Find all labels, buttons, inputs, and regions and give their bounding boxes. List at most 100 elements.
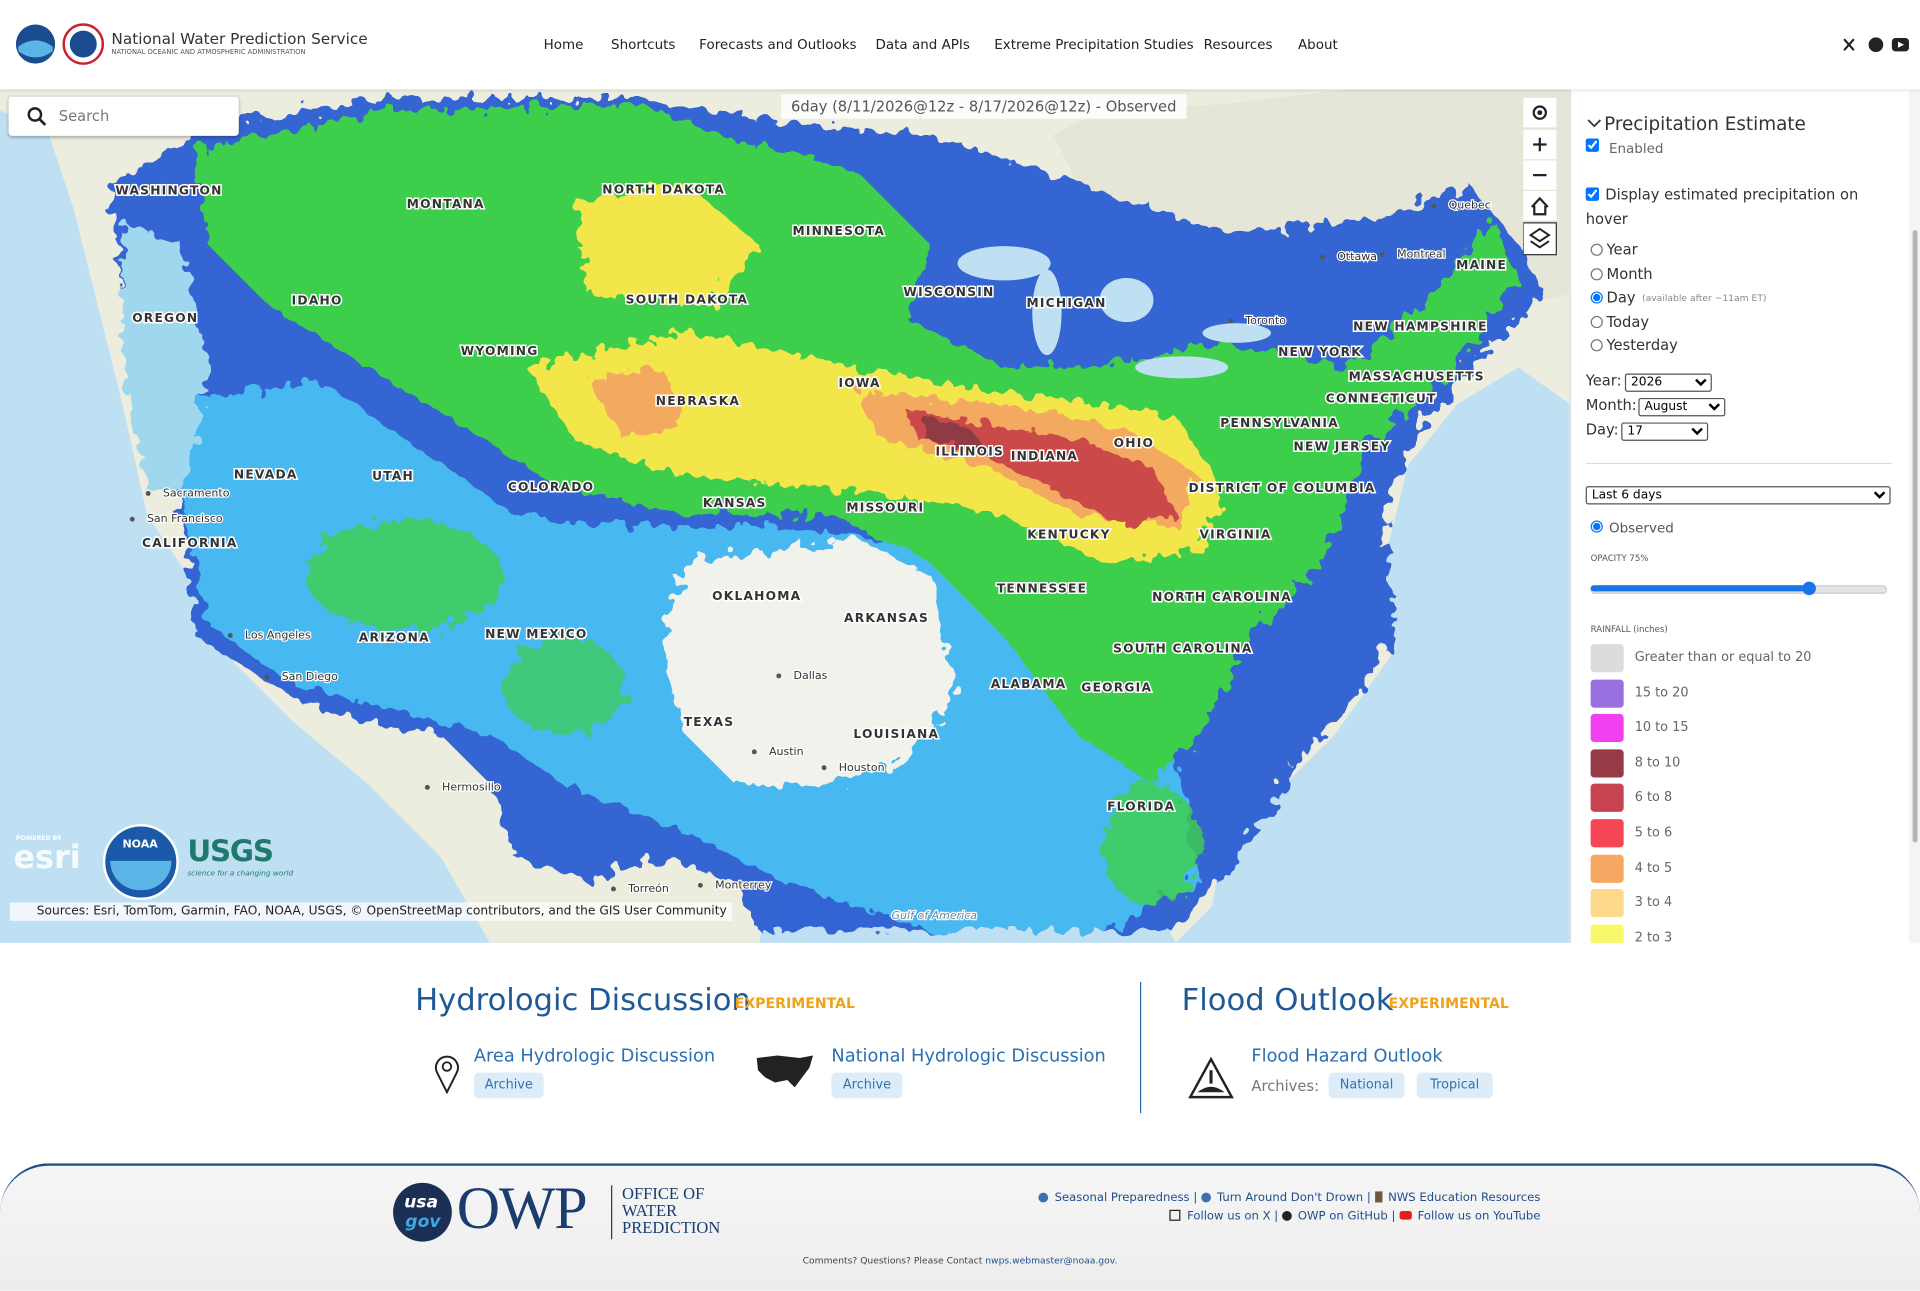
state-label: OHIO [1114,436,1155,450]
period-radio[interactable] [1590,243,1603,256]
owp-divider [611,1185,613,1240]
place-dot [1320,254,1325,260]
nav-link[interactable]: About [1297,36,1338,53]
place-dot [1228,318,1234,324]
period-label: Day [1606,289,1636,307]
archive-button[interactable]: Archive [831,1072,903,1099]
period-radio[interactable] [1590,267,1603,280]
nav-link[interactable]: Data and APIs [875,36,970,53]
legend-label: 15 to 20 [1634,685,1689,700]
state-label: PENNSYLVANIA [1220,416,1339,430]
state-label: ILLINOIS [936,444,1005,458]
nav-link[interactable]: Extreme Precipitation Studies [994,36,1194,53]
range-select[interactable]: Last 6 days [1585,486,1891,505]
place-dot [1380,252,1385,258]
state-label: UTAH [372,469,414,483]
national-button[interactable]: National [1328,1072,1405,1099]
contact-email[interactable]: nwps.webmaster@noaa.gov. [985,1255,1118,1267]
panel-title: Precipitation Estimate [1604,112,1806,135]
nws-inner [69,30,97,58]
layers-button[interactable] [1523,222,1557,256]
state-label: MINNESOTA [792,224,885,238]
place-dot [751,749,757,755]
place-dot [129,516,135,522]
place-label: Dallas [793,669,827,682]
place-label: San Diego [282,670,339,683]
place-dot [776,673,782,679]
state-label: MASSACHUSETTS [1349,370,1485,384]
legend-swatch [1590,644,1624,673]
nav-link[interactable]: Shortcuts [611,36,676,53]
state-label: KANSAS [703,496,767,510]
search-icon [27,107,47,126]
noaa-wave [18,40,53,58]
nav-link[interactable]: Home [543,36,584,53]
footer: usa gov OWP OFFICE OF WATER PREDICTION S… [0,1163,1920,1291]
place-label: Toronto [1244,314,1286,327]
place-label: Ottawa [1337,250,1377,263]
hover-checkbox[interactable] [1585,187,1600,201]
year-select[interactable]: 2026 [1624,373,1712,392]
tropical-button[interactable]: Tropical [1416,1072,1493,1099]
search-placeholder: Search [58,107,110,125]
flood-hazard-link[interactable]: Flood Hazard Outlook [1251,1046,1443,1067]
legend-swatch [1590,819,1624,848]
state-label: MAINE [1456,258,1507,272]
day-select[interactable]: 17 [1621,422,1709,441]
state-label: NORTH CAROLINA [1152,590,1292,604]
usgs-tagline: science for a changing world [187,869,294,878]
opacity-fill [1590,585,1809,592]
map-canvas: WASHINGTON MONTANA NORTH DAKOTA MINNESOTA ID… [0,89,1570,943]
state-label: WYOMING [461,344,539,358]
state-label: ALABAMA [991,677,1067,691]
contact-text: Comments? Questions? Please Contact [802,1255,983,1267]
footer-link[interactable]: Turn Around Don't Drown [1216,1191,1364,1205]
flood-tag: EXPERIMENTAL [1388,994,1509,1012]
esri-word: esri [13,840,81,877]
x-icon[interactable] [1843,38,1855,51]
legend-swatch [1590,749,1624,778]
agency-logos [15,23,105,65]
footer-link[interactable]: Follow us on YouTube [1417,1209,1541,1224]
observed-radio[interactable] [1590,520,1603,533]
month-select[interactable]: August [1638,397,1726,417]
state-label: KENTUCKY [1027,528,1110,542]
period-radio[interactable] [1590,315,1603,328]
footer-link[interactable]: OWP on GitHub [1297,1209,1388,1224]
legend-swatch [1590,924,1624,943]
link-icon [1200,1192,1211,1203]
archive-button[interactable]: Archive [473,1072,544,1099]
footer-link[interactable]: NWS Education Resources [1388,1191,1541,1205]
footer-link[interactable]: Follow us on X [1187,1209,1271,1224]
state-label: SOUTH DAKOTA [626,293,749,307]
period-radio[interactable] [1590,339,1603,352]
area-discussion-link[interactable]: Area Hydrologic Discussion [473,1046,716,1067]
national-discussion-link[interactable]: National Hydrologic Discussion [831,1046,1106,1067]
period-radio[interactable] [1590,291,1603,304]
footer-link[interactable]: Seasonal Preparedness [1054,1191,1190,1205]
map[interactable]: WASHINGTON MONTANA NORTH DAKOTA MINNESOTA ID… [0,89,1570,943]
office-line: WATER [622,1201,678,1220]
home-button[interactable] [1523,191,1557,221]
scroll-thumb[interactable] [1912,230,1918,843]
state-label: NORTH DAKOTA [602,182,725,196]
day-note: (available after ~11am ET) [1642,292,1767,304]
enabled-checkbox[interactable] [1585,138,1600,152]
state-label: ARIZONA [359,630,430,644]
place-label: Los Angeles [245,629,311,642]
state-label: NEW HAMPSHIRE [1353,319,1488,333]
header: National Water Prediction Service NATION… [0,0,1920,90]
github-icon[interactable] [1868,37,1884,53]
social-icons [1843,37,1909,53]
discussion-title: Hydrologic Discussion [415,982,751,1018]
lakes [957,246,1272,379]
nav-link[interactable]: Forecasts and Outlooks [699,36,857,53]
usgs-word: USGS [187,833,274,869]
nav-link[interactable]: Resources [1203,36,1273,53]
scrollbar[interactable] [1908,89,1920,943]
opacity-thumb[interactable] [1802,581,1816,596]
site-subtitle: NATIONAL OCEANIC AND ATMOSPHERIC ADMINIS… [111,48,306,57]
search-box[interactable]: Search [8,96,239,136]
collapse-chevron[interactable] [1587,118,1602,130]
